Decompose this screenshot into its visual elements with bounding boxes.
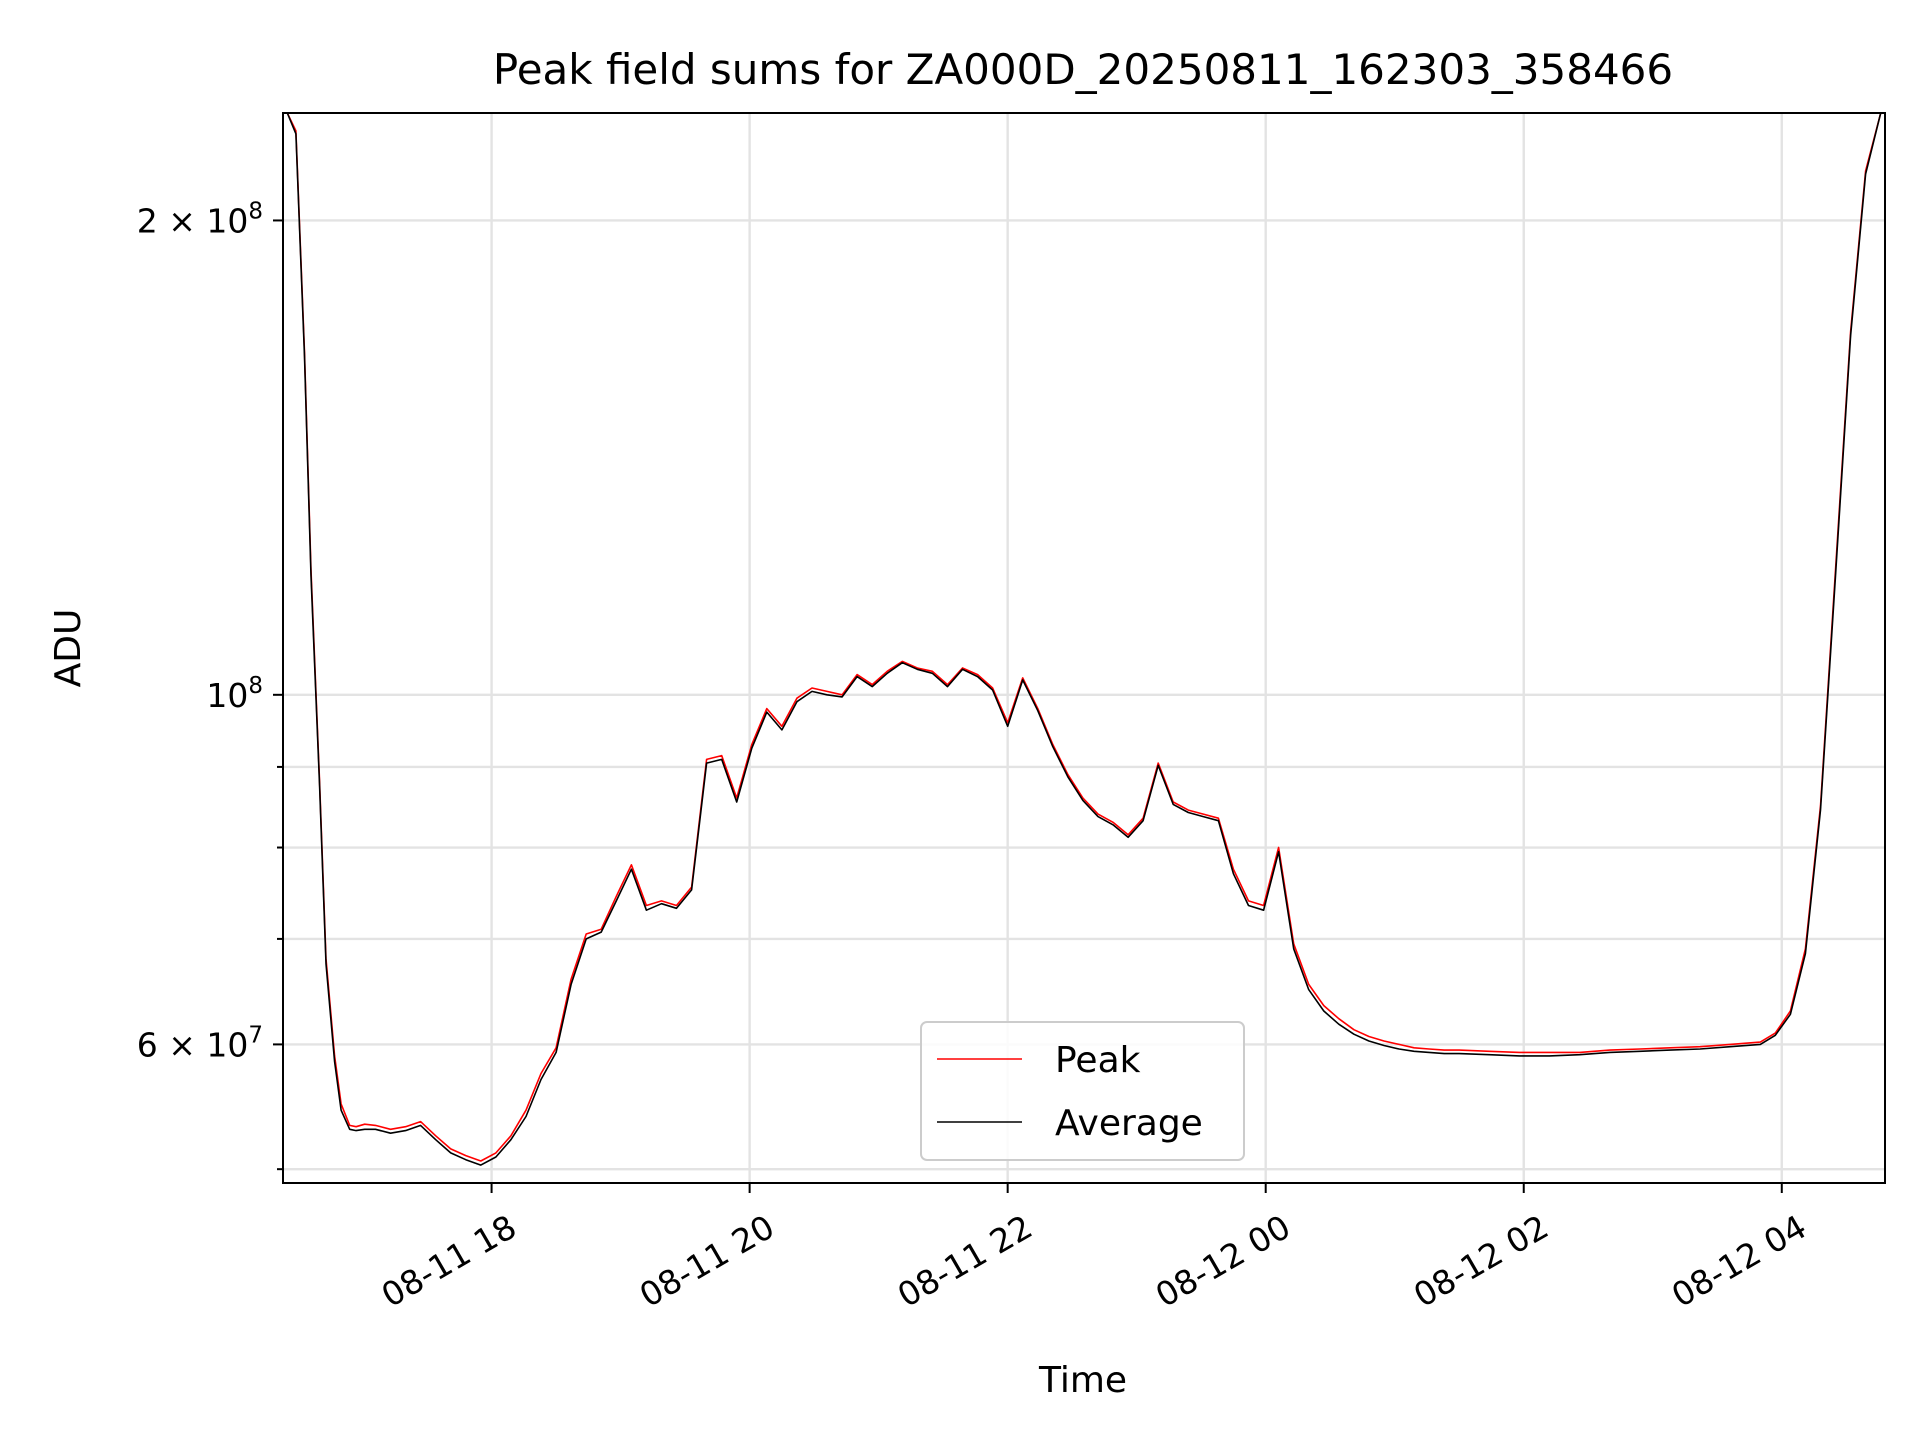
legend-average-label: Average bbox=[1055, 1103, 1203, 1144]
plot-frame bbox=[282, 112, 1886, 1184]
series-line-average bbox=[286, 113, 1882, 1166]
x-tick-label: 08-11 22 bbox=[891, 1207, 1039, 1315]
y-tick-label: 6 × 107 bbox=[137, 1022, 263, 1064]
chart-title: Peak field sums for ZA000D_20250811_1623… bbox=[493, 45, 1673, 94]
series-line-peak bbox=[286, 113, 1882, 1162]
legend-box bbox=[920, 1021, 1245, 1161]
x-tick-label: 08-12 02 bbox=[1407, 1207, 1555, 1315]
x-tick-label: 08-11 20 bbox=[633, 1207, 781, 1315]
grid bbox=[283, 113, 1885, 1183]
x-axis-label: Time bbox=[1038, 1360, 1127, 1401]
y-tick-label: 2 × 108 bbox=[137, 198, 263, 240]
x-tick-label: 08-11 18 bbox=[375, 1207, 523, 1315]
x-tick-label: 08-12 00 bbox=[1149, 1207, 1297, 1315]
plot-lines bbox=[286, 113, 1882, 1166]
legend-peak-label: Peak bbox=[1055, 1040, 1141, 1081]
x-tick-label: 08-12 04 bbox=[1665, 1207, 1813, 1315]
legend: Peak Average bbox=[920, 1021, 1245, 1161]
y-axis-label: ADU bbox=[48, 609, 89, 688]
y-tick-label: 108 bbox=[206, 673, 263, 715]
